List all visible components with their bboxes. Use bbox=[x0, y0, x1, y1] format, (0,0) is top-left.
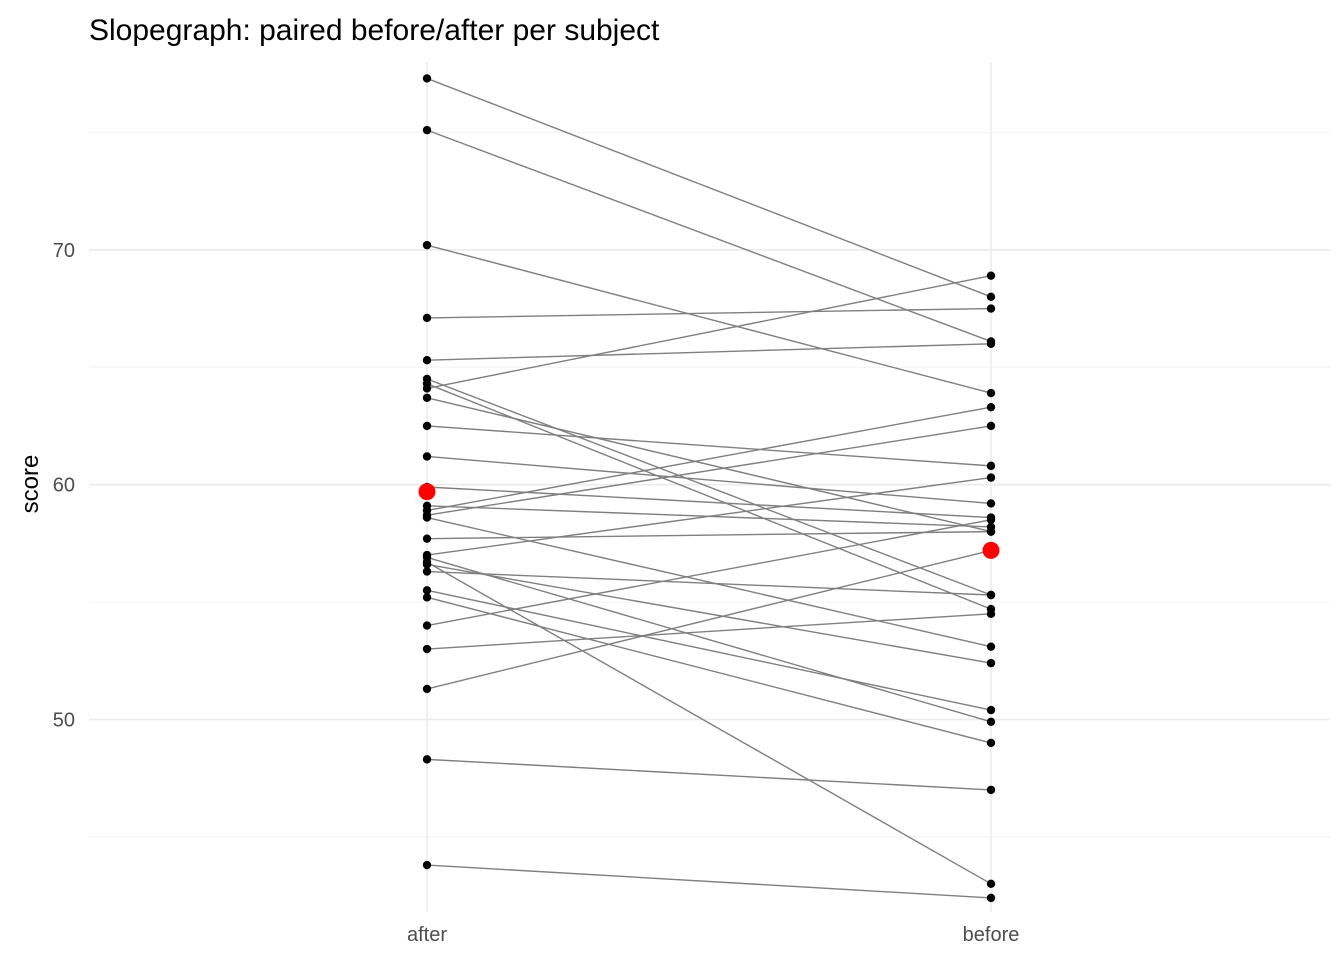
subject-line bbox=[426, 397, 992, 533]
x-tick-label-before: before bbox=[963, 924, 1020, 946]
subject-line bbox=[426, 549, 992, 690]
subject-line bbox=[426, 613, 992, 650]
point-after bbox=[422, 384, 432, 393]
mean-point-before bbox=[982, 541, 1000, 559]
point-before bbox=[986, 785, 996, 795]
subject-line bbox=[426, 244, 992, 394]
subject-line bbox=[426, 486, 992, 519]
point-before bbox=[986, 658, 996, 668]
point-after bbox=[422, 240, 432, 250]
subject-line bbox=[426, 589, 992, 711]
point-before bbox=[986, 461, 996, 471]
subject-lines bbox=[426, 77, 992, 899]
subject-points bbox=[422, 74, 996, 903]
point-after bbox=[422, 125, 432, 135]
point-before bbox=[986, 515, 996, 525]
point-before bbox=[986, 590, 996, 600]
point-after bbox=[422, 586, 432, 595]
point-before bbox=[986, 527, 996, 536]
subject-line bbox=[426, 343, 992, 361]
point-after bbox=[422, 313, 432, 323]
point-before bbox=[986, 271, 996, 280]
subject-line bbox=[426, 563, 992, 664]
point-before bbox=[986, 642, 996, 651]
x-tick-label-after: after bbox=[407, 924, 447, 946]
subject-line bbox=[426, 383, 992, 610]
point-after bbox=[422, 534, 432, 543]
point-before bbox=[986, 879, 996, 889]
subject-line bbox=[426, 77, 992, 298]
point-before bbox=[986, 421, 996, 431]
subject-line bbox=[426, 758, 992, 791]
subject-line bbox=[426, 570, 992, 596]
mean-point-after bbox=[418, 483, 436, 501]
point-after bbox=[422, 560, 432, 569]
point-before bbox=[986, 473, 996, 482]
point-after bbox=[422, 684, 432, 694]
subject-line bbox=[426, 519, 992, 627]
subject-line bbox=[426, 864, 992, 899]
point-after bbox=[422, 593, 432, 602]
subject-line bbox=[426, 129, 992, 343]
subject-line bbox=[426, 378, 992, 596]
point-after bbox=[422, 452, 432, 461]
y-tick-label: 50 bbox=[53, 709, 75, 731]
point-after bbox=[422, 644, 432, 654]
point-before bbox=[986, 705, 996, 715]
point-before bbox=[986, 609, 996, 618]
subject-line bbox=[426, 530, 992, 540]
x-axis-ticks: after before bbox=[407, 924, 1019, 946]
point-before bbox=[986, 893, 996, 903]
point-after bbox=[422, 74, 432, 83]
point-before bbox=[986, 738, 996, 748]
subject-line bbox=[426, 455, 992, 505]
y-axis-ticks: 50 60 70 bbox=[53, 240, 75, 732]
point-after bbox=[422, 356, 432, 365]
point-after bbox=[422, 421, 432, 431]
y-axis-title: score bbox=[17, 455, 44, 514]
subject-line bbox=[426, 476, 992, 556]
subject-line bbox=[426, 556, 992, 723]
subject-line bbox=[426, 307, 992, 319]
subject-line bbox=[426, 425, 992, 467]
point-before bbox=[986, 339, 996, 348]
grid-lines bbox=[89, 62, 1330, 912]
point-before bbox=[986, 717, 996, 727]
y-tick-label: 70 bbox=[53, 240, 75, 262]
point-after bbox=[422, 393, 432, 402]
point-before bbox=[986, 388, 996, 398]
point-before bbox=[986, 402, 996, 412]
point-after bbox=[422, 755, 432, 764]
point-before bbox=[986, 499, 996, 508]
subject-line bbox=[426, 274, 992, 390]
chart-title: Slopegraph: paired before/after per subj… bbox=[89, 14, 660, 47]
y-tick-label: 60 bbox=[53, 475, 75, 497]
subject-line bbox=[426, 596, 992, 744]
subject-line bbox=[426, 561, 992, 885]
point-after bbox=[422, 621, 432, 630]
mean-points bbox=[418, 483, 1000, 559]
point-after bbox=[422, 513, 432, 522]
point-after bbox=[422, 567, 432, 576]
point-before bbox=[986, 304, 996, 313]
point-before bbox=[986, 292, 996, 302]
subject-line bbox=[426, 425, 992, 516]
point-after bbox=[422, 860, 432, 870]
subject-line bbox=[426, 516, 992, 648]
subject-line bbox=[426, 406, 992, 512]
